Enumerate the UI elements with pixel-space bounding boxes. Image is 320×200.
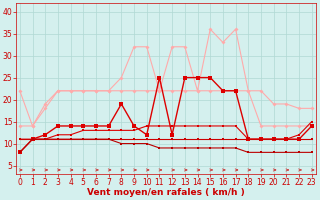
X-axis label: Vent moyen/en rafales ( km/h ): Vent moyen/en rafales ( km/h )	[87, 188, 245, 197]
